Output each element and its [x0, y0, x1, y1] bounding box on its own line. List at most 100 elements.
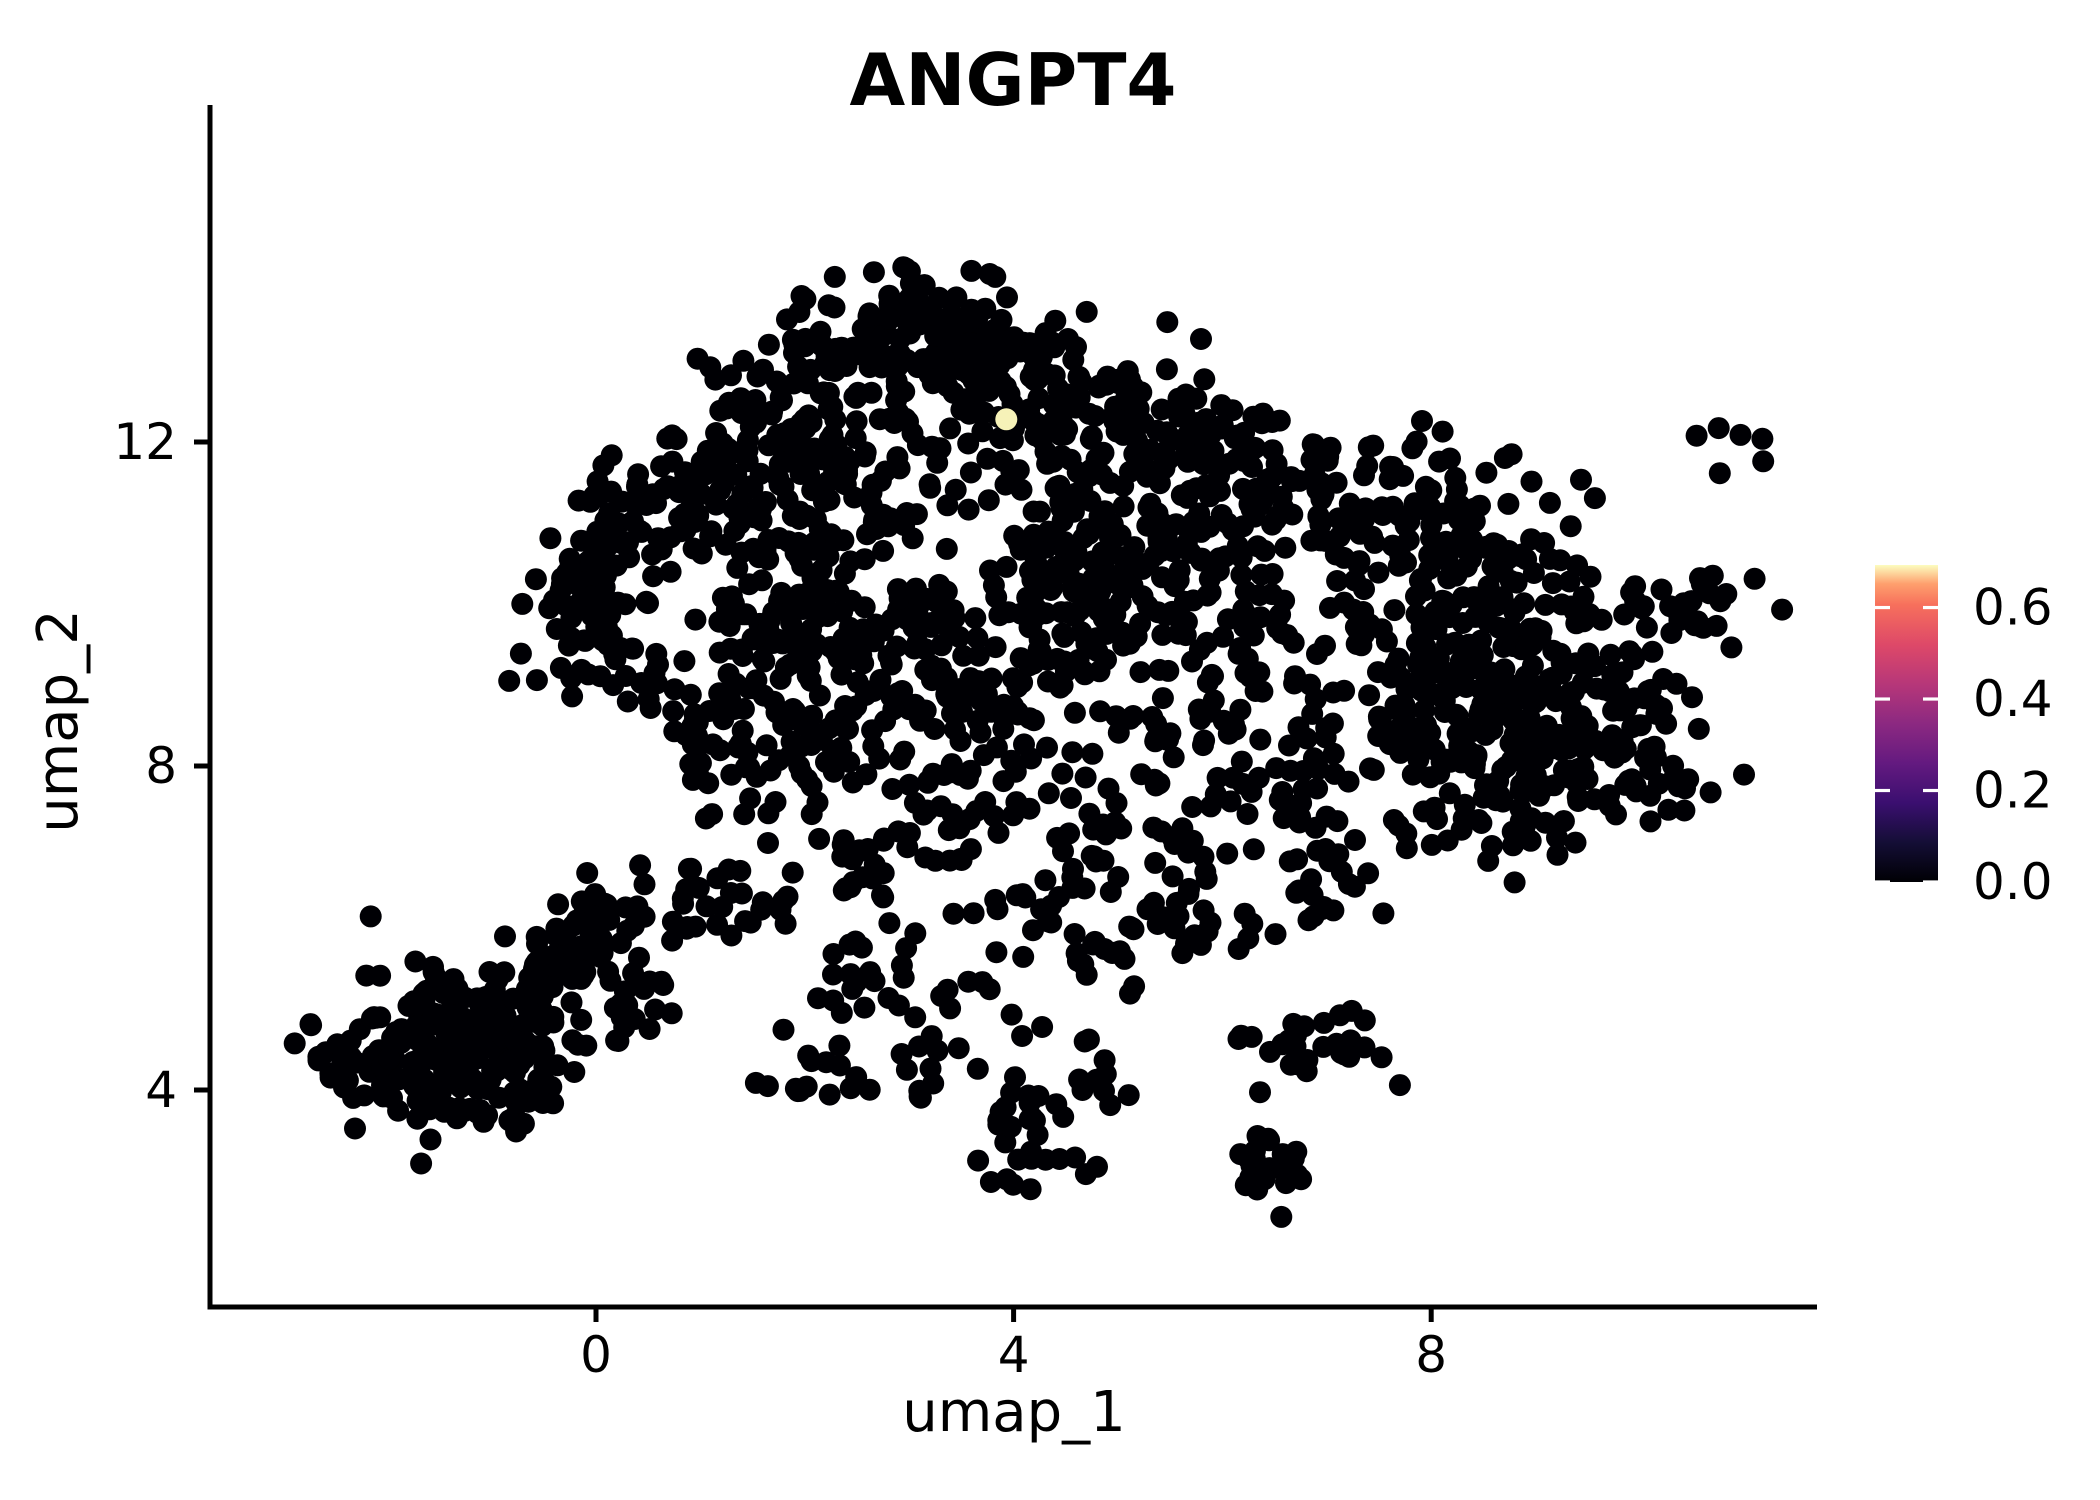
data-point	[1599, 643, 1622, 666]
data-point	[850, 936, 873, 959]
data-point	[808, 684, 831, 707]
data-point	[1552, 810, 1575, 833]
data-point	[1270, 1205, 1293, 1228]
data-point	[912, 803, 935, 826]
data-point	[1161, 865, 1184, 888]
data-point	[1524, 764, 1547, 787]
data-point	[825, 529, 848, 552]
data-point	[638, 1018, 661, 1040]
data-point	[938, 849, 961, 872]
expression-colorbar: 0.6 0.4 0.2 0.0	[1875, 565, 2053, 911]
x-tick-label: 4	[998, 1326, 1030, 1384]
data-point	[818, 1083, 841, 1106]
data-point	[546, 1054, 569, 1077]
data-point	[673, 650, 696, 673]
data-point	[1252, 402, 1274, 425]
data-point	[1420, 514, 1443, 537]
data-point	[701, 733, 724, 756]
data-point	[833, 562, 856, 585]
data-point	[1200, 663, 1223, 686]
data-point	[860, 494, 883, 517]
data-point	[1382, 809, 1405, 831]
data-point	[947, 1037, 970, 1060]
data-point	[1367, 561, 1390, 584]
data-point	[1151, 623, 1174, 646]
data-point	[840, 589, 863, 612]
data-point	[1405, 603, 1428, 626]
data-point	[1371, 496, 1393, 519]
data-point	[895, 608, 918, 631]
colorbar-tick-mark	[1875, 697, 1890, 701]
data-point	[1550, 739, 1573, 762]
data-point	[601, 553, 623, 576]
data-point	[1381, 534, 1404, 557]
data-point	[1381, 721, 1404, 744]
colorbar-tick-mark	[1875, 605, 1890, 610]
data-point	[1110, 817, 1133, 840]
data-point	[984, 636, 1007, 659]
data-point	[525, 925, 548, 948]
data-point	[872, 886, 895, 909]
data-point	[1008, 532, 1030, 555]
data-point	[1149, 518, 1172, 541]
data-point	[1068, 365, 1091, 388]
data-point	[645, 642, 668, 665]
data-point	[969, 381, 992, 404]
data-point	[492, 1010, 515, 1033]
data-point	[1168, 559, 1191, 582]
data-point	[1614, 737, 1637, 760]
data-point	[904, 922, 927, 945]
data-point	[936, 978, 959, 1001]
data-point	[1102, 403, 1125, 426]
data-point	[1501, 820, 1524, 843]
data-point	[1282, 631, 1305, 654]
data-point	[475, 985, 497, 1008]
data-point	[841, 699, 864, 722]
data-point	[1094, 1063, 1117, 1086]
data-point	[1095, 648, 1117, 671]
data-point	[1278, 850, 1301, 873]
data-point	[633, 873, 656, 896]
data-point	[752, 358, 774, 381]
data-point	[420, 1047, 443, 1070]
data-point	[1051, 674, 1074, 697]
data-point	[1439, 748, 1462, 771]
data-point	[957, 498, 980, 521]
data-point	[353, 1084, 376, 1107]
data-point	[1568, 724, 1591, 747]
data-point	[945, 286, 968, 309]
data-point	[763, 690, 785, 713]
data-point	[984, 888, 1007, 911]
data-point	[1249, 728, 1272, 751]
data-point	[931, 364, 953, 387]
data-point	[682, 537, 705, 560]
data-point	[845, 1066, 868, 1089]
data-point	[711, 896, 734, 918]
data-point	[637, 688, 660, 711]
data-point	[1534, 811, 1557, 834]
data-point	[1093, 500, 1116, 523]
data-point	[976, 447, 999, 470]
data-point	[811, 335, 834, 357]
data-point	[1497, 540, 1520, 562]
data-point	[898, 773, 921, 796]
data-point	[1118, 368, 1141, 391]
data-point	[1570, 468, 1592, 491]
data-point	[1455, 555, 1478, 578]
data-point	[1027, 603, 1049, 626]
data-point	[919, 1057, 942, 1080]
data-point	[845, 386, 868, 409]
data-point	[1222, 712, 1245, 735]
data-point	[319, 1066, 342, 1089]
data-point	[885, 635, 908, 658]
data-point	[1240, 780, 1263, 803]
data-point	[989, 370, 1012, 393]
data-point	[1112, 474, 1135, 497]
data-point	[756, 1075, 779, 1098]
data-point	[905, 503, 928, 526]
data-point	[1531, 747, 1554, 770]
data-point	[1079, 427, 1102, 450]
colorbar-labels: 0.6 0.4 0.2 0.0	[1973, 579, 2053, 911]
